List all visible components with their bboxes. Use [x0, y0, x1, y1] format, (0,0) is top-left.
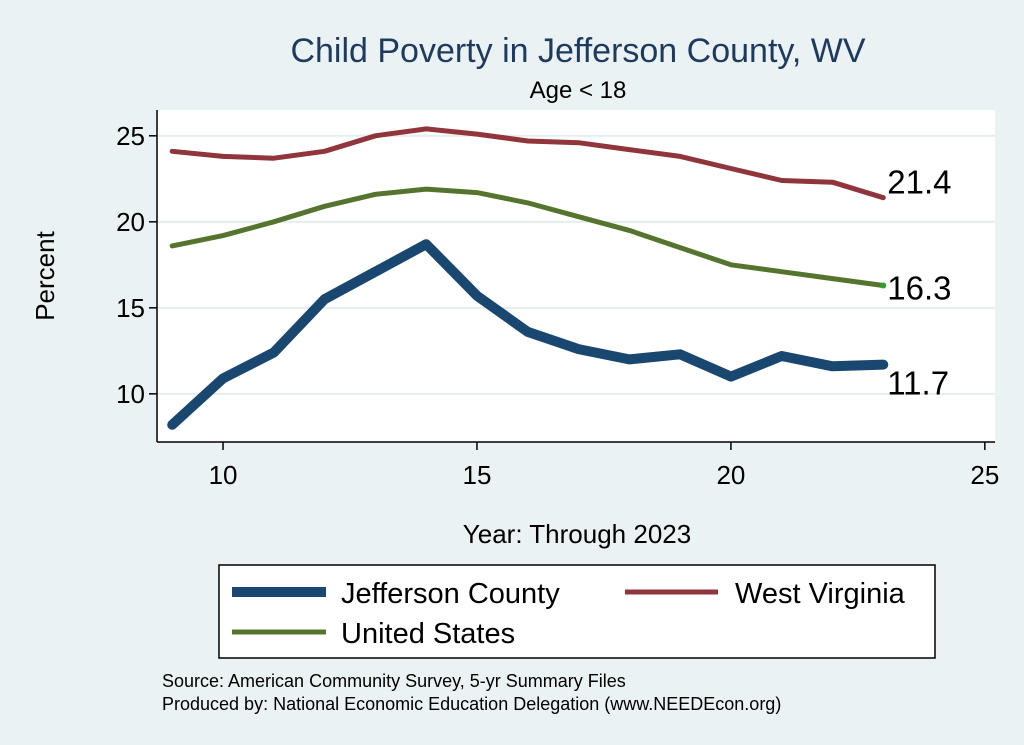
y-tick-label-10: 10 [116, 379, 145, 409]
source-note: Source: American Community Survey, 5-yr … [162, 671, 626, 691]
legend-label-jefferson-county: Jefferson County [341, 578, 560, 610]
y-tick-label-20: 20 [116, 207, 145, 237]
chart-title: Child Poverty in Jefferson County, WV [290, 32, 865, 70]
legend-label-west-virginia: West Virginia [735, 578, 906, 610]
legend-item-united-states: United States [232, 618, 515, 650]
y-tick-label-15: 15 [116, 293, 145, 323]
chart-subtitle: Age < 18 [530, 77, 627, 104]
end-label-united-states: 16.3 [887, 269, 951, 306]
gridlines [157, 134, 995, 395]
series-line-jefferson-county [167, 239, 889, 430]
plot-area [157, 110, 995, 442]
series-line-west-virginia [169, 126, 886, 201]
legend-item-west-virginia: West Virginia [625, 578, 906, 610]
legend-box [218, 564, 936, 659]
series-line-united-states [169, 186, 886, 288]
y-tick-label-25: 25 [116, 121, 145, 151]
legend-label-united-states: United States [341, 618, 515, 650]
end-marker-united-states [880, 282, 887, 289]
x-tick-label-10: 10 [209, 460, 238, 490]
x-axis-label: Year: Through 2023 [463, 519, 691, 549]
x-tick-label-20: 20 [716, 460, 745, 490]
y-axis-label: Percent [30, 230, 60, 320]
x-tick-label-15: 15 [463, 460, 492, 490]
series-layer [167, 126, 889, 430]
end-label-jefferson-county: 11.7 [887, 365, 949, 402]
end-label-west-virginia: 21.4 [887, 164, 951, 201]
produced-by-note: Produced by: National Economic Education… [162, 694, 781, 714]
x-tick-label-25: 25 [970, 460, 999, 490]
x-ticks: 10 15 20 25 [209, 442, 999, 490]
legend-item-jefferson-county: Jefferson County [232, 578, 560, 610]
end-labels: 11.7 21.4 16.3 [880, 164, 952, 402]
y-ticks: 10 15 20 25 [116, 121, 157, 409]
